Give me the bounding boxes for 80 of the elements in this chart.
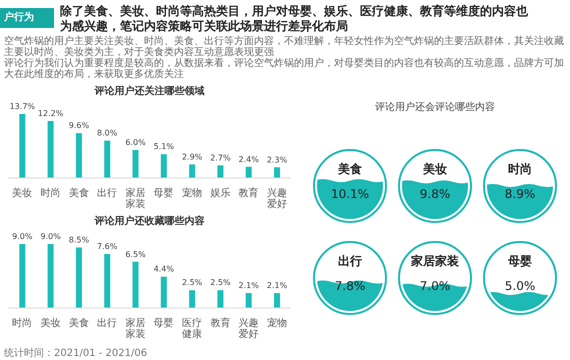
data-label: 2.9%: [182, 152, 203, 162]
x-tick-label: 兴趣爱好: [266, 187, 287, 210]
bar: [246, 166, 252, 178]
bar: [160, 276, 167, 308]
bar: [217, 165, 224, 178]
category-label: 时尚: [508, 162, 532, 176]
bar: [48, 121, 54, 178]
bar: [246, 293, 252, 308]
data-label: 2.1%: [238, 281, 260, 290]
data-label: 2.1%: [266, 281, 288, 290]
data-label: 9.8%: [420, 187, 450, 201]
category-label: 家居家装: [410, 254, 460, 268]
x-tick-label: 家居家装: [125, 317, 146, 340]
bar: [274, 293, 280, 308]
data-label: 13.7%: [10, 102, 36, 111]
bar: [132, 262, 139, 308]
x-tick-label: 时尚: [12, 317, 32, 329]
bar: [274, 167, 280, 178]
bar: [104, 254, 110, 308]
data-label: 2.7%: [210, 153, 231, 162]
x-tick-label: 出行: [97, 317, 118, 329]
x-tick-label: 出行: [97, 187, 118, 199]
data-label: 2.5%: [182, 278, 203, 288]
text: 空气炸锅的用户主要关注美妆、时尚、美食、出行等方面内容，不难理解，年轻女性作为空气炸锅的主要活跃群体，其关注收藏主要以时尚、美妆类为主，对于美食类内容互动意愿表现更强: [4, 36, 565, 58]
data-label: 5.0%: [504, 279, 536, 293]
bar: [132, 150, 139, 178]
data-label: 7.8%: [334, 279, 366, 293]
bar: [160, 154, 167, 178]
bar: [104, 140, 110, 178]
x-tick-label: 美食: [68, 187, 89, 199]
x-tick-label: 母婴: [154, 187, 174, 199]
bar: [48, 244, 54, 308]
bar: [189, 290, 196, 308]
data-label: 8.9%: [504, 187, 536, 201]
data-label: 2.4%: [238, 154, 260, 164]
x-tick-label: 医疗健康: [182, 317, 202, 340]
text: 评论行为我们认为重要程度是较高的，从数据来看，评论空气炸锅的用户，对母婴类目的内容也有较高的互动意愿，品牌方可加大在此维度的布局，来获取更多优质关注: [4, 58, 565, 80]
data-label: 7.6%: [97, 242, 118, 251]
bar: [189, 164, 196, 178]
x-tick-label: 家居家装: [125, 187, 146, 210]
data-label: 9.6%: [68, 121, 90, 130]
data-label: 8.5%: [68, 236, 90, 245]
chart-title: 评论用户还收藏哪些内容: [93, 214, 206, 229]
category-label: 美妆: [422, 162, 447, 176]
category-label: 母婴: [507, 254, 532, 268]
x-tick-label: 美妆: [40, 317, 60, 329]
x-tick-label: 教育: [238, 187, 259, 199]
data-label: 9.0%: [40, 232, 62, 241]
text: 评论用户还会评论哪些内容: [374, 100, 496, 115]
x-tick-label: 母婴: [154, 317, 174, 329]
x-tick-label: 教育: [210, 317, 230, 329]
bar: [19, 114, 26, 178]
data-label: 10.1%: [330, 187, 370, 201]
data-label: 5.1%: [154, 142, 174, 152]
category-label: 美食: [337, 162, 362, 176]
text: 户行为: [0, 8, 54, 28]
x-tick-label: 美食: [68, 317, 89, 329]
text: 统计时间：2021/01 - 2021/06: [4, 348, 148, 359]
bar: [19, 244, 26, 308]
data-label: 9.0%: [12, 232, 33, 241]
bar: [76, 133, 82, 178]
data-label: 6.5%: [125, 250, 146, 259]
data-label: 12.2%: [38, 109, 64, 118]
text: 为感兴趣，笔记内容策略可关联此场景进行差异化布局: [60, 19, 349, 34]
data-label: 2.5%: [210, 278, 231, 288]
x-tick-label: 美妆: [12, 187, 32, 199]
category-label: 出行: [338, 254, 362, 268]
bar: [217, 290, 224, 308]
data-label: 2.3%: [266, 155, 288, 164]
x-tick-label: 兴趣爱好: [238, 317, 259, 340]
chart-title: 评论用户还关注哪些领域: [93, 84, 206, 99]
data-label: 8.0%: [97, 128, 118, 138]
x-tick-label: 宠物: [266, 317, 287, 329]
text: 除了美食、美妆、时尚等高热类目，用户对母婴、娱乐、医疗健康、教育等维度的内容也: [60, 4, 529, 19]
data-label: 4.4%: [154, 264, 174, 274]
x-tick-label: 宠物: [182, 187, 202, 199]
x-tick-label: 娱乐: [210, 187, 230, 199]
bar: [76, 248, 82, 308]
x-tick-label: 时尚: [40, 187, 60, 199]
data-label: 6.0%: [125, 138, 146, 147]
